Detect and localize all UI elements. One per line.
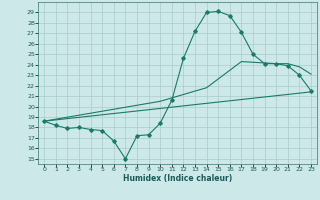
X-axis label: Humidex (Indice chaleur): Humidex (Indice chaleur) <box>123 174 232 183</box>
